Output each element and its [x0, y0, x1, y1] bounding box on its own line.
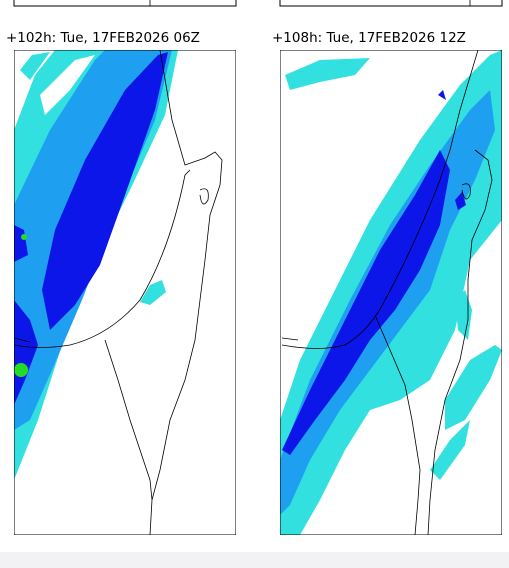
panel-title: +108h: Tue, 17FEB2026 12Z — [272, 30, 466, 46]
panel-title: +102h: Tue, 17FEB2026 06Z — [6, 30, 200, 46]
map-panel-right — [280, 50, 502, 535]
bottom-bar — [0, 552, 509, 568]
map-panel-left — [14, 50, 236, 535]
upper-frame-remnants — [13, 0, 503, 7]
